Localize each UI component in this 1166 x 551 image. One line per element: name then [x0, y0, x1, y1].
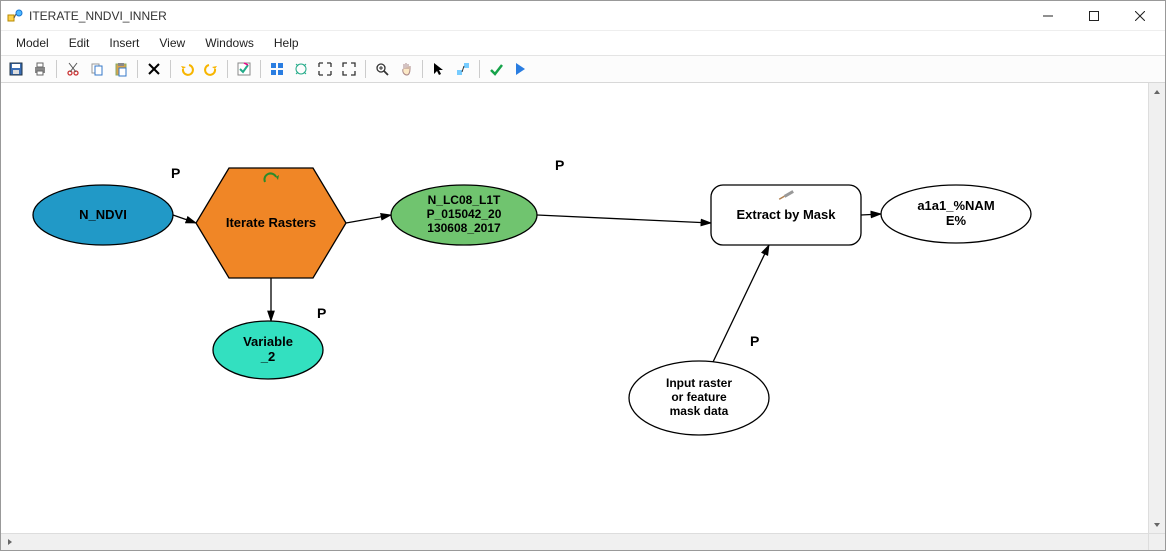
zoom-fit-button[interactable] [338, 58, 360, 80]
window-title: ITERATE_NNDVI_INNER [29, 9, 1025, 23]
menu-edit[interactable]: Edit [60, 33, 99, 53]
horizontal-scrollbar[interactable] [1, 533, 1148, 550]
zoom-in-button[interactable] [371, 58, 393, 80]
diagram-svg [1, 83, 1150, 550]
model-canvas[interactable]: N_NDVIIterate RastersN_LC08_L1T P_015042… [1, 83, 1165, 550]
menu-model[interactable]: Model [7, 33, 58, 53]
toolbar [1, 55, 1165, 83]
maximize-button[interactable] [1071, 1, 1117, 31]
scroll-up-button[interactable] [1149, 83, 1165, 100]
toolbar-separator [56, 60, 57, 78]
parameter-marker: P [750, 333, 759, 349]
toolbar-separator [422, 60, 423, 78]
copy-button[interactable] [86, 58, 108, 80]
cut-button[interactable] [62, 58, 84, 80]
run-button[interactable] [509, 58, 531, 80]
menu-help[interactable]: Help [265, 33, 308, 53]
vertical-scrollbar[interactable] [1148, 83, 1165, 533]
parameter-marker: P [317, 305, 326, 321]
validate-button[interactable] [233, 58, 255, 80]
minimize-button[interactable] [1025, 1, 1071, 31]
toolbar-separator [170, 60, 171, 78]
parameter-marker: P [555, 157, 564, 173]
toolbar-separator [137, 60, 138, 78]
scroll-right-button[interactable] [1, 534, 18, 550]
full-extent-button[interactable] [290, 58, 312, 80]
zoom-fixed-button[interactable] [314, 58, 336, 80]
redo-button[interactable] [200, 58, 222, 80]
print-button[interactable] [29, 58, 51, 80]
scroll-down-button[interactable] [1149, 516, 1165, 533]
connect-button[interactable] [452, 58, 474, 80]
toolbar-separator [260, 60, 261, 78]
menu-windows[interactable]: Windows [196, 33, 263, 53]
menu-insert[interactable]: Insert [100, 33, 148, 53]
parameter-marker: P [171, 165, 180, 181]
canvas-viewport: N_NDVIIterate RastersN_LC08_L1T P_015042… [1, 83, 1165, 550]
autolayout-button[interactable] [266, 58, 288, 80]
paste-button[interactable] [110, 58, 132, 80]
undo-button[interactable] [176, 58, 198, 80]
app-icon [7, 8, 23, 24]
titlebar: ITERATE_NNDVI_INNER [1, 1, 1165, 31]
close-button[interactable] [1117, 1, 1163, 31]
save-button[interactable] [5, 58, 27, 80]
menubar: ModelEditInsertViewWindowsHelp [1, 31, 1165, 55]
menu-view[interactable]: View [150, 33, 194, 53]
toolbar-separator [365, 60, 366, 78]
toolbar-separator [227, 60, 228, 78]
delete-button[interactable] [143, 58, 165, 80]
scroll-corner [1148, 533, 1165, 550]
pan-button[interactable] [395, 58, 417, 80]
select-button[interactable] [428, 58, 450, 80]
app-window: ITERATE_NNDVI_INNER ModelEditInsertViewW… [0, 0, 1166, 551]
window-controls [1025, 1, 1163, 31]
toolbar-separator [479, 60, 480, 78]
run-check-button[interactable] [485, 58, 507, 80]
